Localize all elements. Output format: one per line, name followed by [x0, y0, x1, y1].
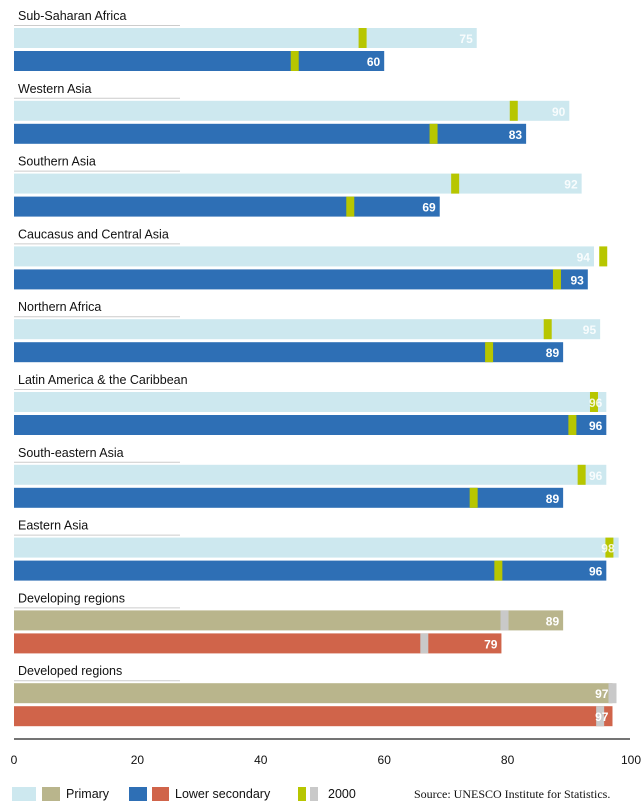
value-primary-latin-america-the-caribbean: 96 [589, 396, 603, 410]
bar-lower-secondary-northern-africa [14, 342, 564, 363]
x-tick-label-100: 100 [621, 753, 641, 767]
marker-2000-lower-secondary-eastern-asia [494, 560, 503, 581]
marker-2000-primary-sub-saharan-africa [358, 28, 367, 48]
x-tick-label-20: 20 [131, 753, 145, 767]
legend-lower-secondary-swatch-region [129, 787, 147, 801]
value-lower-secondary-southern-asia: 69 [422, 201, 436, 215]
marker-2000-lower-secondary-sub-saharan-africa [290, 51, 299, 71]
value-lower-secondary-developed-regions: 97 [595, 710, 609, 724]
legend-primary-swatch-aggregate [42, 787, 60, 801]
legend-lower-secondary-swatch-aggregate [152, 787, 169, 801]
bar-lower-secondary-caucasus-and-central-asia [14, 269, 588, 290]
bar-primary-western-asia [14, 100, 570, 121]
bar-lower-secondary-sub-saharan-africa [14, 51, 385, 71]
value-lower-secondary-northern-africa: 89 [546, 346, 560, 360]
bar-lower-secondary-latin-america-the-caribbean [14, 415, 607, 435]
bar-primary-southern-asia [14, 173, 582, 194]
value-primary-south-eastern-asia: 96 [589, 469, 603, 483]
x-axis-ticks: 0 20 40 60 80 100 [11, 753, 642, 767]
marker-2000-lower-secondary-latin-america-the-caribbean [568, 415, 577, 435]
value-primary-developed-regions: 97 [595, 687, 609, 701]
x-tick-label-60: 60 [378, 753, 392, 767]
bar-primary-developing-regions [14, 610, 564, 631]
value-lower-secondary-eastern-asia: 96 [589, 565, 603, 579]
bar-lower-secondary-south-eastern-asia [14, 487, 564, 508]
bar-primary-sub-saharan-africa [14, 28, 477, 48]
value-primary-caucasus-and-central-asia: 94 [577, 250, 591, 264]
marker-2000-lower-secondary-developed-regions [596, 706, 605, 727]
bars-layer: Sub-Saharan Africa 75 60 Western Asia 90 83 So… [14, 9, 619, 727]
value-primary-southern-asia: 92 [564, 178, 578, 192]
marker-2000-lower-secondary-caucasus-and-central-asia [552, 269, 561, 290]
source-note: Source: UNESCO Institute for Statistics. [414, 787, 610, 801]
region-label-northern-africa: Northern Africa [18, 300, 101, 314]
value-lower-secondary-caucasus-and-central-asia: 93 [570, 273, 584, 287]
legend-primary-label: Primary [66, 787, 110, 801]
bar-primary-eastern-asia [14, 537, 619, 558]
value-primary-developing-regions: 89 [546, 614, 560, 628]
x-tick-label-0: 0 [11, 753, 18, 767]
value-primary-sub-saharan-africa: 75 [459, 32, 473, 46]
marker-2000-primary-developing-regions [500, 610, 509, 631]
marker-2000-primary-latin-america-the-caribbean [589, 392, 598, 412]
legend-lower-secondary-label: Lower secondary [175, 787, 271, 801]
legend-2000-swatch-aggregate [310, 787, 318, 801]
bar-lower-secondary-southern-asia [14, 196, 440, 217]
region-label-sub-saharan-africa: Sub-Saharan Africa [18, 9, 126, 23]
bar-primary-developed-regions [14, 683, 613, 704]
region-label-western-asia: Western Asia [18, 82, 91, 96]
x-tick-label-40: 40 [254, 753, 268, 767]
marker-2000-lower-secondary-northern-africa [485, 342, 494, 363]
marker-2000-lower-secondary-southern-asia [346, 196, 355, 217]
value-lower-secondary-south-eastern-asia: 89 [546, 492, 560, 506]
marker-2000-primary-eastern-asia [605, 537, 614, 558]
bar-lower-secondary-eastern-asia [14, 560, 607, 581]
marker-2000-primary-northern-africa [543, 319, 552, 340]
region-label-south-eastern-asia: South-eastern Asia [18, 446, 124, 460]
value-lower-secondary-western-asia: 83 [509, 128, 523, 142]
marker-2000-primary-developed-regions [608, 683, 617, 704]
marker-2000-lower-secondary-south-eastern-asia [469, 487, 478, 508]
marker-2000-primary-caucasus-and-central-asia [599, 246, 608, 267]
value-lower-secondary-sub-saharan-africa: 60 [367, 55, 381, 69]
marker-2000-primary-western-asia [509, 100, 518, 121]
region-label-latin-america-the-caribbean: Latin America & the Caribbean [18, 373, 188, 387]
bar-lower-secondary-developed-regions [14, 706, 613, 727]
region-label-southern-asia: Southern Asia [18, 155, 96, 169]
value-primary-northern-africa: 95 [583, 323, 597, 337]
x-tick-label-80: 80 [501, 753, 515, 767]
bar-primary-latin-america-the-caribbean [14, 392, 607, 412]
region-label-developing-regions: Developing regions [18, 591, 125, 605]
bar-lower-secondary-western-asia [14, 123, 527, 144]
marker-2000-lower-secondary-developing-regions [420, 633, 429, 654]
bar-primary-northern-africa [14, 319, 601, 340]
legend-primary-swatch-region [12, 787, 36, 801]
marker-2000-primary-south-eastern-asia [577, 464, 586, 485]
legend-2000-swatch-region [298, 787, 306, 801]
marker-2000-lower-secondary-western-asia [429, 123, 438, 144]
value-primary-eastern-asia: 98 [601, 542, 615, 556]
region-label-caucasus-and-central-asia: Caucasus and Central Asia [18, 227, 169, 241]
value-lower-secondary-latin-america-the-caribbean: 96 [589, 419, 603, 433]
value-primary-western-asia: 90 [552, 105, 566, 119]
legend: Primary Lower secondary 2000 Source: UNE… [12, 787, 610, 801]
bar-primary-south-eastern-asia [14, 464, 607, 485]
region-label-developed-regions: Developed regions [18, 664, 122, 678]
legend-2000-label: 2000 [328, 787, 356, 801]
value-lower-secondary-developing-regions: 79 [484, 637, 498, 651]
bar-lower-secondary-developing-regions [14, 633, 502, 654]
bar-primary-caucasus-and-central-asia [14, 246, 594, 267]
marker-2000-primary-southern-asia [451, 173, 460, 194]
region-label-eastern-asia: Eastern Asia [18, 519, 88, 533]
